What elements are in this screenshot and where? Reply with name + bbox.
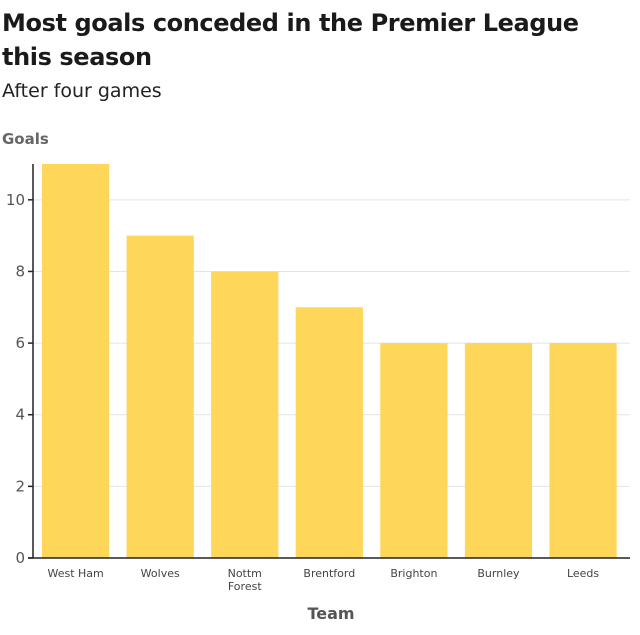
x-tick-label: Forest — [228, 580, 262, 593]
chart-subtitle: After four games — [2, 80, 162, 102]
x-tick-label: Nottm — [228, 567, 262, 580]
x-tick-label: Brentford — [303, 567, 355, 580]
bar — [126, 235, 194, 559]
bar — [211, 271, 279, 558]
y-tick-label: 10 — [6, 191, 25, 209]
x-tick-label: West Ham — [47, 567, 103, 580]
y-tick-label: 8 — [15, 262, 25, 280]
bar — [464, 343, 533, 558]
bar — [42, 164, 110, 558]
bars — [42, 164, 617, 559]
bar — [295, 307, 363, 558]
y-tick-label: 0 — [15, 549, 25, 567]
chart-title: Most goals conceded in the Premier Leagu… — [2, 9, 579, 71]
x-axis-title: Team — [307, 604, 355, 623]
y-axis-ticks: 0 2 4 6 8 10 — [6, 191, 33, 567]
x-tick-label: Leeds — [567, 567, 599, 580]
x-tick-label: Brighton — [390, 567, 437, 580]
y-tick-label: 6 — [15, 334, 25, 352]
x-tick-label: Wolves — [141, 567, 180, 580]
x-tick-label: Burnley — [477, 567, 520, 580]
y-axis-title: Goals — [2, 130, 49, 148]
y-tick-label: 2 — [15, 477, 25, 495]
bar — [549, 343, 617, 558]
bar — [380, 343, 448, 558]
y-tick-label: 4 — [15, 406, 25, 424]
